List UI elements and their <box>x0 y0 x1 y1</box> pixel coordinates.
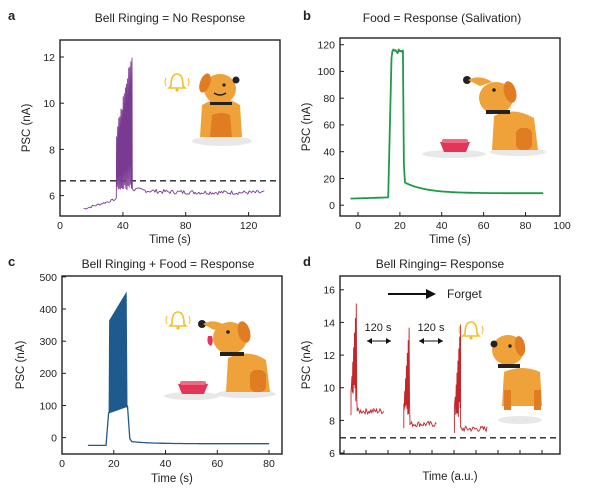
panel-c-yticks: 0 100 200 300 400 500 <box>39 272 66 445</box>
dog-icon <box>463 76 546 156</box>
panel-a-trace <box>83 57 265 210</box>
panel-a-ytick: 12 <box>43 52 55 64</box>
panel-d-ytick: 8 <box>329 415 335 427</box>
panel-b-ytick: 60 <box>323 120 335 132</box>
panel-d-xticks <box>343 450 543 454</box>
panel-c-ytick: 300 <box>39 336 57 348</box>
panel-d-ytick: 16 <box>323 285 335 297</box>
panel-b-xtick: 100 <box>553 220 571 232</box>
panel-d-yticks: 6 8 10 12 14 16 <box>323 285 344 460</box>
panel-c-title: Bell Ringing + Food = Response <box>82 257 255 271</box>
panel-d-trace-segment-1 <box>350 303 385 416</box>
panel-b-ytick: 120 <box>317 40 335 52</box>
panel-b-ytick: 40 <box>323 147 335 159</box>
panel-c-spike-band <box>108 291 128 413</box>
forget-arrow: Forget <box>388 287 482 301</box>
panel-c-xlabel: Time (s) <box>151 473 193 485</box>
panel-b-xlabel: Time (s) <box>429 234 471 246</box>
panel-b-xtick: 0 <box>355 220 361 232</box>
panel-c-xticks: 0 20 40 60 80 <box>59 450 275 470</box>
panel-d-ylabel: PSC (nA) <box>301 341 313 390</box>
forget-label: Forget <box>447 287 482 301</box>
dog-icon <box>490 335 542 424</box>
panel-a-xlabel: Time (s) <box>149 234 191 246</box>
panel-c-xtick: 40 <box>160 458 172 470</box>
bell-icon <box>165 311 191 330</box>
panel-c-ylabel: PSC (nA) <box>15 341 27 390</box>
panel-c-ytick: 0 <box>51 433 57 445</box>
panel-a: a Bell Ringing = No Response 6 8 10 12 0… <box>8 8 281 246</box>
panel-a-ytick: 10 <box>43 98 55 110</box>
panel-b-title: Food = Response (Salivation) <box>363 11 521 25</box>
panel-a-axes <box>59 39 281 217</box>
panel-b-yticks: 0 20 40 60 80 100 120 <box>317 40 344 212</box>
panel-d-ytick: 12 <box>323 350 335 362</box>
panel-b-xtick: 40 <box>436 220 448 232</box>
panel-d-xlabel: Time (a.u.) <box>422 471 477 483</box>
bell-icon <box>164 73 190 92</box>
panel-b-xtick: 20 <box>394 220 406 232</box>
panel-c-trace <box>87 405 270 447</box>
panel-c: c Bell Ringing + Food = Response 0 100 2… <box>8 254 283 485</box>
panel-b-xtick: 60 <box>478 220 490 232</box>
panel-c-xtick: 20 <box>108 458 120 470</box>
panel-b-trace <box>350 48 544 200</box>
panel-d-traces <box>350 303 488 433</box>
panel-d: d Bell Ringing= Response 6 8 10 12 14 16… <box>301 254 561 483</box>
panel-c-ytick: 400 <box>39 304 57 316</box>
dog-icon <box>198 320 276 398</box>
panel-a-yticks: 6 8 10 12 <box>43 52 64 203</box>
panel-b-ylabel: PSC (nA) <box>301 103 313 152</box>
panel-b-ytick: 0 <box>329 200 335 212</box>
panel-a-title: Bell Ringing = No Response <box>95 11 246 25</box>
panel-b-ytick: 20 <box>323 173 335 185</box>
food-bowl-icon <box>422 139 486 158</box>
panel-b-ytick: 80 <box>323 93 335 105</box>
panel-a-xtick: 0 <box>57 220 63 232</box>
panel-b-xtick: 80 <box>520 220 532 232</box>
panel-c-ytick: 200 <box>39 368 57 380</box>
panel-b-axes <box>339 37 561 217</box>
panel-a-ylabel: PSC (nA) <box>21 104 33 153</box>
panel-c-ytick: 500 <box>39 272 57 284</box>
panel-d-trace-segment-2 <box>403 327 437 429</box>
panel-a-ytick: 6 <box>49 191 55 203</box>
panel-letter-b: b <box>303 8 311 23</box>
food-bowl-icon <box>164 381 220 400</box>
panel-a-xtick: 120 <box>240 220 258 232</box>
panel-b: b Food = Response (Salivation) 0 20 40 6… <box>301 8 571 246</box>
panel-d-ytick: 14 <box>323 317 335 329</box>
panel-d-ytick: 10 <box>323 383 335 395</box>
panel-a-xtick: 40 <box>117 220 129 232</box>
panel-c-xtick: 0 <box>59 458 65 470</box>
panel-letter-c: c <box>8 254 15 269</box>
interval-1: 120 s <box>365 322 392 344</box>
panel-c-xtick: 60 <box>211 458 223 470</box>
interval-1-label: 120 s <box>365 322 392 334</box>
panel-letter-a: a <box>8 8 16 23</box>
panel-letter-d: d <box>303 254 311 269</box>
panel-d-ytick: 6 <box>329 448 335 460</box>
panel-c-ytick: 100 <box>39 400 57 412</box>
panel-d-trace-segment-3 <box>453 324 488 433</box>
panel-d-title: Bell Ringing= Response <box>376 257 505 271</box>
dog-icon <box>192 73 252 146</box>
bell-icon <box>458 321 484 340</box>
panel-c-xtick: 80 <box>263 458 275 470</box>
panel-a-ytick: 8 <box>49 144 55 156</box>
interval-2-label: 120 s <box>418 322 445 334</box>
panel-a-xtick: 80 <box>180 220 192 232</box>
panel-c-axes <box>61 275 283 455</box>
panel-b-xticks: 0 20 40 60 80 100 <box>355 212 571 232</box>
panel-d-axes <box>339 275 561 455</box>
panel-b-ytick: 100 <box>317 66 335 78</box>
panel-a-xticks: 0 40 80 120 <box>57 212 258 232</box>
interval-2: 120 s <box>418 322 445 344</box>
